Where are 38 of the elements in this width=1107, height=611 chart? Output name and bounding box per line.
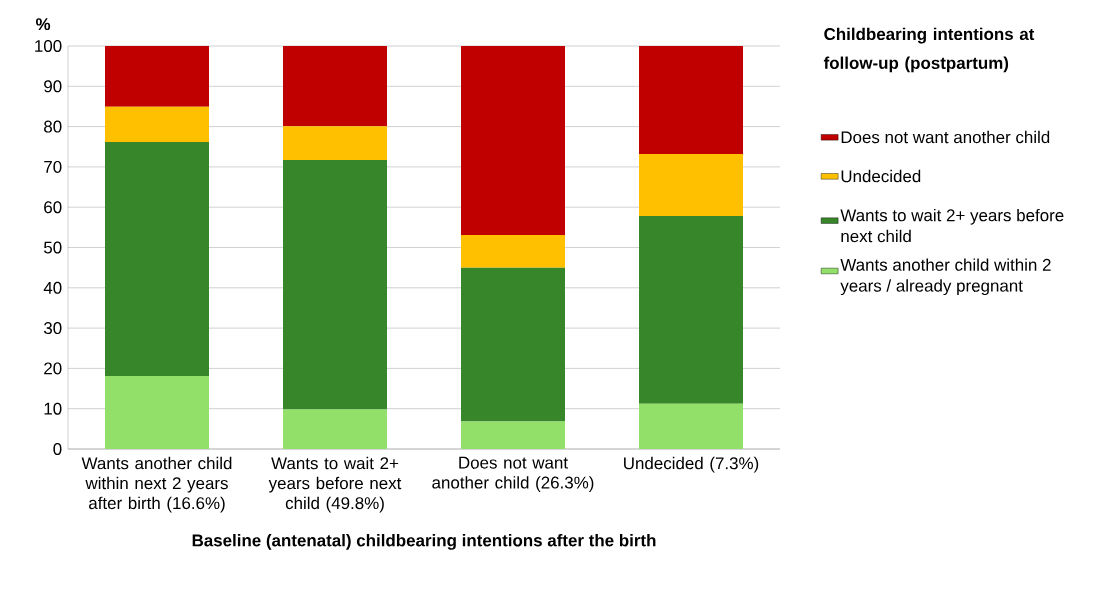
x-tick-label: Does not want another child (26.3%) xyxy=(432,456,594,492)
y-tick-label: 90 xyxy=(44,80,62,93)
bar xyxy=(639,216,744,404)
x-axis-title: Baseline (antenatal) childbearing intentions after the birth xyxy=(192,533,656,550)
bar xyxy=(461,235,565,268)
bar xyxy=(105,376,209,449)
y-tick-label: 50 xyxy=(43,241,62,254)
bar xyxy=(105,46,209,107)
legend-label: Wants to wait 2+ years before next child xyxy=(840,208,1064,243)
bar xyxy=(283,126,387,161)
bar xyxy=(639,403,744,449)
x-tick-label: Wants to wait 2+ years before next child (49.8%) xyxy=(268,456,402,513)
legend-label: Undecided xyxy=(841,169,921,183)
y-tick-label: 60 xyxy=(44,201,62,214)
bar xyxy=(105,141,209,377)
legend-label: Wants another child within 2 years / already pregnant xyxy=(840,258,1051,296)
y-axis-title: % xyxy=(35,18,51,31)
x-tick-label: Undecided (7.3%) xyxy=(624,456,759,473)
y-tick-label: 10 xyxy=(44,402,62,415)
bar xyxy=(461,421,565,449)
y-tick-label: 20 xyxy=(44,362,62,375)
bar xyxy=(105,106,209,142)
bar xyxy=(283,160,387,410)
y-tick-label: 0 xyxy=(53,443,62,455)
bar xyxy=(461,46,565,235)
legend-title: Childbearing intentions at follow-up (postpartum) xyxy=(823,27,1035,73)
y-tick-label: 100 xyxy=(35,40,62,52)
bar xyxy=(283,409,387,449)
x-tick-label: Wants another child within next 2 years after birth (16.6%) xyxy=(81,456,232,513)
y-tick-label: 30 xyxy=(43,322,62,335)
bar xyxy=(639,46,744,154)
y-tick-label: 40 xyxy=(43,281,62,294)
bar xyxy=(461,267,565,422)
y-tick-label: 80 xyxy=(44,120,62,133)
bar xyxy=(283,46,387,127)
y-tick-label: 70 xyxy=(44,160,62,173)
bar xyxy=(639,154,744,217)
legend-label: Does not want another child xyxy=(841,130,1050,144)
